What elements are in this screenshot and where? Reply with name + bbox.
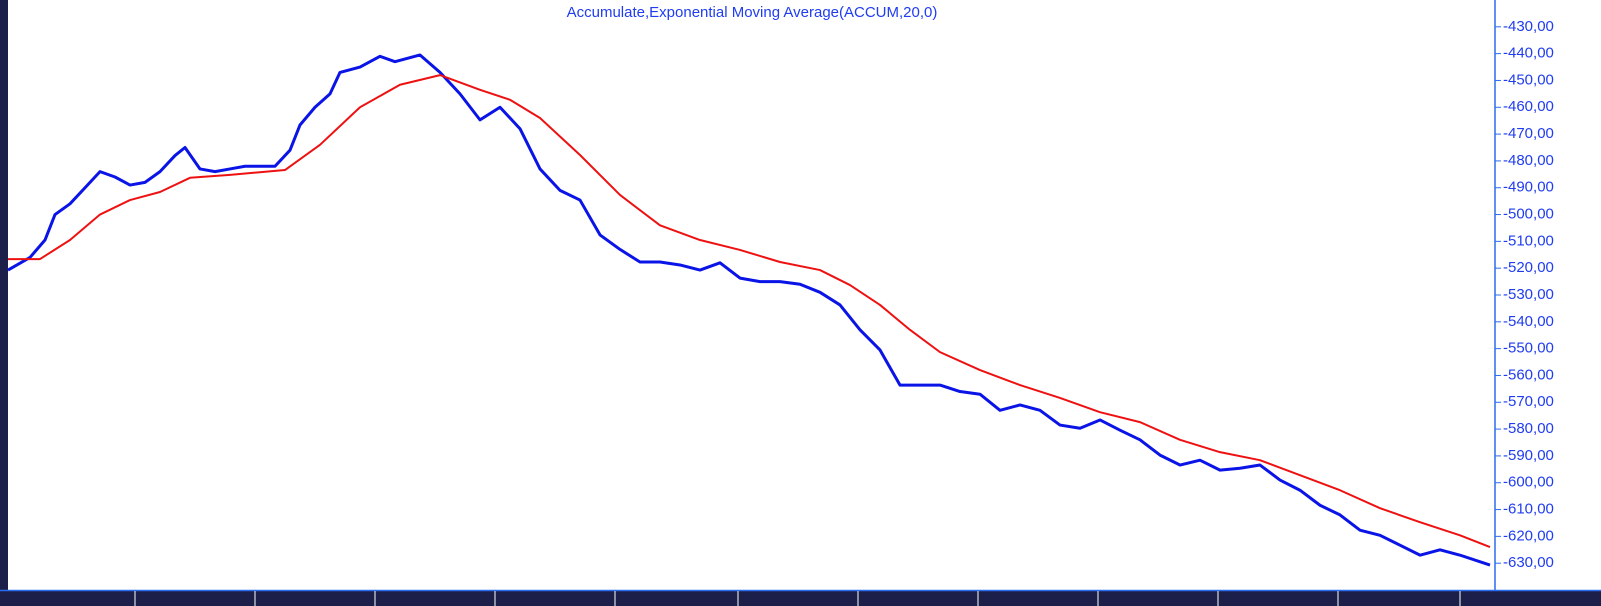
y-tick-label: -520,00 bbox=[1503, 259, 1554, 276]
x-tick-marks bbox=[134, 591, 1461, 606]
y-tick-label: -450,00 bbox=[1503, 71, 1554, 88]
series-line bbox=[7, 53, 1491, 567]
y-tick-label: -560,00 bbox=[1503, 366, 1554, 383]
y-tick-label: -600,00 bbox=[1503, 474, 1554, 491]
y-tick-label: -570,00 bbox=[1503, 393, 1554, 410]
y-tick-label: -530,00 bbox=[1503, 286, 1554, 303]
y-tick-label: -580,00 bbox=[1503, 420, 1554, 437]
y-tick-label: -470,00 bbox=[1503, 125, 1554, 142]
y-tick-label: -480,00 bbox=[1503, 152, 1554, 169]
plot-background bbox=[8, 0, 1601, 590]
y-tick-label: -460,00 bbox=[1503, 98, 1554, 115]
y-tick-label: -430,00 bbox=[1503, 18, 1554, 35]
series-line bbox=[8, 74, 1491, 549]
y-tick-label: -610,00 bbox=[1503, 501, 1554, 518]
y-tick-label: -630,00 bbox=[1503, 554, 1554, 571]
y-tick-label: -590,00 bbox=[1503, 447, 1554, 464]
y-tick-label: -440,00 bbox=[1503, 45, 1554, 62]
y-tick-label: -500,00 bbox=[1503, 206, 1554, 223]
y-tick-label: -540,00 bbox=[1503, 313, 1554, 330]
y-tick-label: -550,00 bbox=[1503, 340, 1554, 357]
chart-title: Accumulate,Exponential Moving Average(AC… bbox=[567, 4, 938, 21]
y-tick-label: -620,00 bbox=[1503, 527, 1554, 544]
y-tick-label: -510,00 bbox=[1503, 232, 1554, 249]
y-tick-label: -490,00 bbox=[1503, 179, 1554, 196]
